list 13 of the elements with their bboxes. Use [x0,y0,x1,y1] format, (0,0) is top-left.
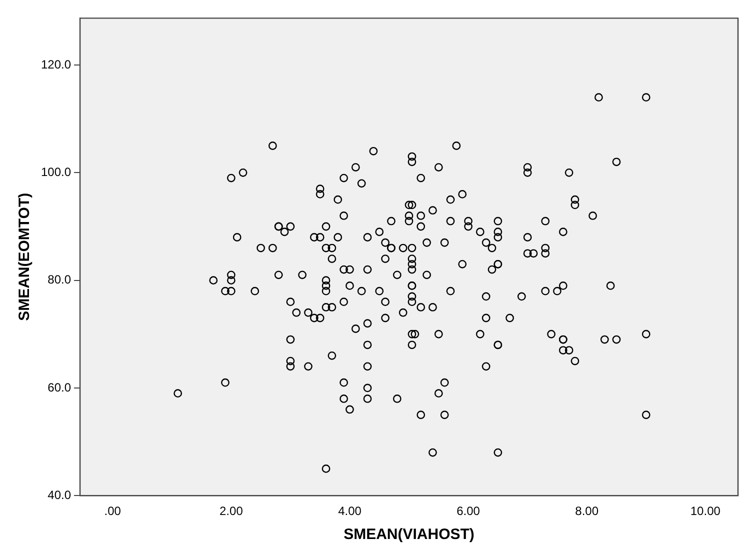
x-tick-label: 6.00 [456,504,480,518]
y-tick-label: 120.0 [41,57,72,72]
x-tick-label: 4.00 [338,504,362,518]
y-tick-label: 60.0 [48,380,72,394]
x-tick-label: 2.00 [220,504,244,518]
x-axis-title: SMEAN(VIAHOST) [344,526,474,544]
y-tick-label: 40.0 [48,488,72,502]
x-tick-label: .00 [104,504,122,518]
y-tick-label: 80.0 [48,272,72,287]
y-tick-label: 100.0 [41,164,72,179]
y-axis-title: SMEAN(EOMTOT) [16,192,34,321]
x-tick-label: 10.00 [690,504,721,518]
x-tick-label: 8.00 [575,504,599,518]
